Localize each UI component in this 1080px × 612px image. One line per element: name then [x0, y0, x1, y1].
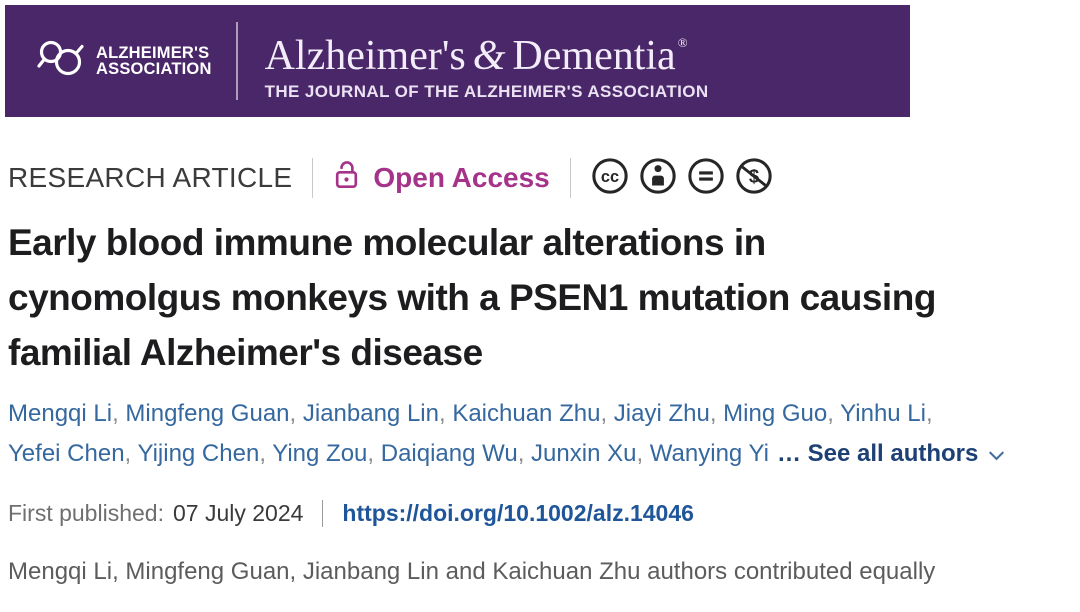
- author-link[interactable]: Jianbang Lin: [302, 400, 439, 427]
- open-access-label: Open Access: [373, 162, 550, 193]
- author-separator: ,: [517, 440, 532, 467]
- author-link[interactable]: Ying Zou: [272, 440, 368, 467]
- doi-link[interactable]: https://doi.org/10.1002/alz.14046: [342, 500, 694, 526]
- author-list-line2: Yefei Chen, Yijing Chen, Ying Zou, Daiqi…: [8, 434, 1080, 474]
- author-link[interactable]: Kaichuan Zhu: [452, 400, 601, 427]
- cc-icon: cc: [591, 157, 629, 200]
- author-list: Mengqi Li, Mingfeng Guan, Jianbang Lin, …: [8, 394, 1080, 474]
- author-separator: ,: [438, 400, 453, 427]
- see-all-authors-button[interactable]: … See all authors: [777, 440, 1005, 467]
- see-all-authors-label: … See all authors: [776, 440, 979, 467]
- article-meta-row: RESEARCH ARTICLE Open Access cc: [8, 157, 1080, 199]
- article-type-label: RESEARCH ARTICLE: [8, 162, 293, 193]
- meta-divider: [312, 158, 314, 198]
- author-separator: ,: [124, 440, 138, 467]
- author-link[interactable]: Ming Guo: [723, 400, 828, 427]
- author-link[interactable]: Jiayi Zhu: [613, 400, 710, 427]
- pub-divider: [322, 500, 324, 527]
- author-list-line1: Mengqi Li, Mingfeng Guan, Jianbang Lin, …: [8, 394, 1080, 434]
- article-title-line: cynomolgus monkeys with a PSEN1 mutation…: [8, 277, 936, 318]
- journal-title-block[interactable]: Alzheimer's & Dementia ® THE JOURNAL OF THE…: [265, 21, 709, 102]
- logo-text-line1: ALZHEIMER'S: [96, 43, 210, 62]
- cc-nc-dollar-slash-icon: $: [735, 157, 773, 200]
- author-link[interactable]: Mingfeng Guan: [125, 400, 290, 427]
- author-separator: ,: [289, 400, 303, 427]
- author-link[interactable]: Junxin Xu: [531, 440, 637, 467]
- journal-subtitle: THE JOURNAL OF THE ALZHEIMER'S ASSOCIATI…: [264, 81, 709, 101]
- author-link[interactable]: Wanying Yi: [649, 440, 769, 467]
- author-separator: ,: [259, 440, 273, 467]
- svg-text:cc: cc: [601, 167, 619, 185]
- chevron-down-icon: [978, 440, 1005, 467]
- first-published-date: 07 July 2024: [172, 500, 304, 526]
- author-separator: ,: [636, 440, 650, 467]
- journal-title: Alzheimer's & Dementia ®: [264, 32, 688, 79]
- lock-open-icon: [333, 159, 360, 197]
- article-title-line: Early blood immune molecular alterations…: [8, 222, 766, 263]
- author-link[interactable]: Yefei Chen: [8, 440, 125, 467]
- meta-divider: [569, 158, 571, 198]
- author-link[interactable]: Mengqi Li: [8, 400, 113, 427]
- author-separator: ,: [827, 400, 841, 427]
- author-link[interactable]: Yinhu Li: [840, 400, 926, 427]
- logo-text-line2: ASSOCIATION: [96, 60, 212, 78]
- registered-trademark: ®: [677, 34, 688, 50]
- publication-info-row: First published: 07 July 2024 https://do…: [8, 500, 1080, 527]
- cc-nd-equals-icon: [687, 157, 725, 200]
- article-header-page: ALZHEIMER'S ASSOCIATION Alzheimer's & Deme…: [0, 5, 1080, 586]
- author-link[interactable]: Yijing Chen: [137, 440, 260, 467]
- banner-divider: [235, 22, 238, 100]
- equal-contribution-note: Mengqi Li, Mingfeng Guan, Jianbang Lin a…: [8, 558, 936, 585]
- cc-by-person-icon: [639, 157, 677, 200]
- author-separator: ,: [925, 400, 933, 427]
- first-published-label: First published:: [8, 500, 164, 526]
- alzheimers-association-logo[interactable]: ALZHEIMER'S ASSOCIATION: [35, 36, 212, 87]
- author-separator: ,: [600, 400, 614, 427]
- open-access-badge[interactable]: Open Access: [333, 159, 550, 197]
- ampersand: &: [472, 32, 506, 79]
- author-link[interactable]: Daiqiang Wu: [380, 440, 518, 467]
- author-separator: ,: [112, 400, 126, 427]
- article-title-line: familial Alzheimer's disease: [8, 332, 483, 373]
- journal-banner: ALZHEIMER'S ASSOCIATION Alzheimer's & Deme…: [5, 5, 910, 117]
- author-separator: ,: [367, 440, 381, 467]
- association-heads-icon: [35, 36, 89, 87]
- article-title: Early blood immune molecular alterations…: [8, 215, 1080, 380]
- author-separator: ,: [709, 400, 724, 427]
- license-icons[interactable]: cc $: [591, 157, 773, 200]
